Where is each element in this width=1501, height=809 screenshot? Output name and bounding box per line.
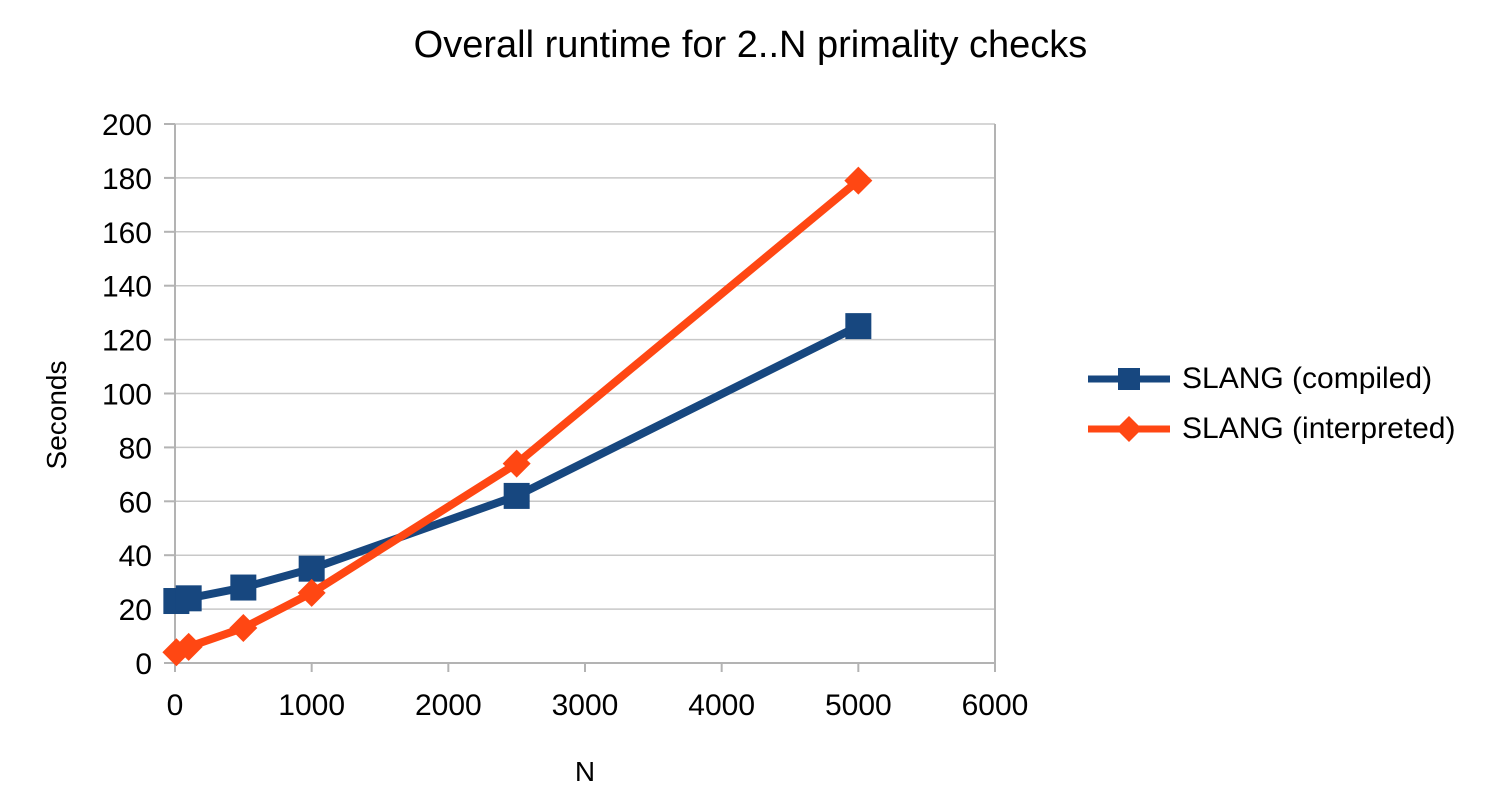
data-point-square <box>503 482 530 509</box>
y-tick-label: 160 <box>102 217 152 250</box>
data-point-diamond <box>844 166 873 195</box>
x-tick-label: 6000 <box>962 689 1029 722</box>
x-tick-label: 0 <box>167 689 184 722</box>
legend: SLANG (compiled) SLANG (interpreted) <box>1088 362 1455 446</box>
y-tick-label: 200 <box>102 109 152 142</box>
data-point-diamond <box>297 578 326 607</box>
data-point-diamond <box>174 632 203 661</box>
data-point-square <box>175 585 202 612</box>
data-point-diamond <box>502 449 531 478</box>
data-point-square <box>845 313 872 340</box>
x-tick-label: 5000 <box>825 689 892 722</box>
data-point-square <box>298 555 325 582</box>
legend-swatch-diamond-icon <box>1088 416 1170 442</box>
legend-item: SLANG (compiled) <box>1088 362 1455 396</box>
y-tick-label: 60 <box>119 486 152 519</box>
legend-item: SLANG (interpreted) <box>1088 412 1455 446</box>
y-tick-label: 40 <box>119 540 152 573</box>
y-tick-label: 100 <box>102 379 152 412</box>
x-tick-label: 4000 <box>688 689 755 722</box>
x-tick-label: 3000 <box>552 689 619 722</box>
y-axis-title: Seconds <box>41 360 72 470</box>
y-tick-label: 20 <box>119 594 152 627</box>
y-tick-label: 120 <box>102 325 152 358</box>
data-point-square <box>230 574 257 601</box>
y-tick-label: 140 <box>102 271 152 304</box>
legend-label: SLANG (compiled) <box>1182 362 1433 395</box>
y-tick-label: 80 <box>119 432 152 465</box>
legend-label: SLANG (interpreted) <box>1182 412 1456 445</box>
y-tick-label: 0 <box>135 648 152 681</box>
chart-title: Overall runtime for 2..N primality check… <box>413 24 1088 66</box>
x-axis-title: N <box>574 756 596 787</box>
x-tick-label: 1000 <box>278 689 345 722</box>
legend-swatch-square-icon <box>1088 368 1170 390</box>
data-point-diamond <box>229 613 258 642</box>
y-tick-label: 180 <box>102 163 152 196</box>
x-tick-label: 2000 <box>415 689 482 722</box>
